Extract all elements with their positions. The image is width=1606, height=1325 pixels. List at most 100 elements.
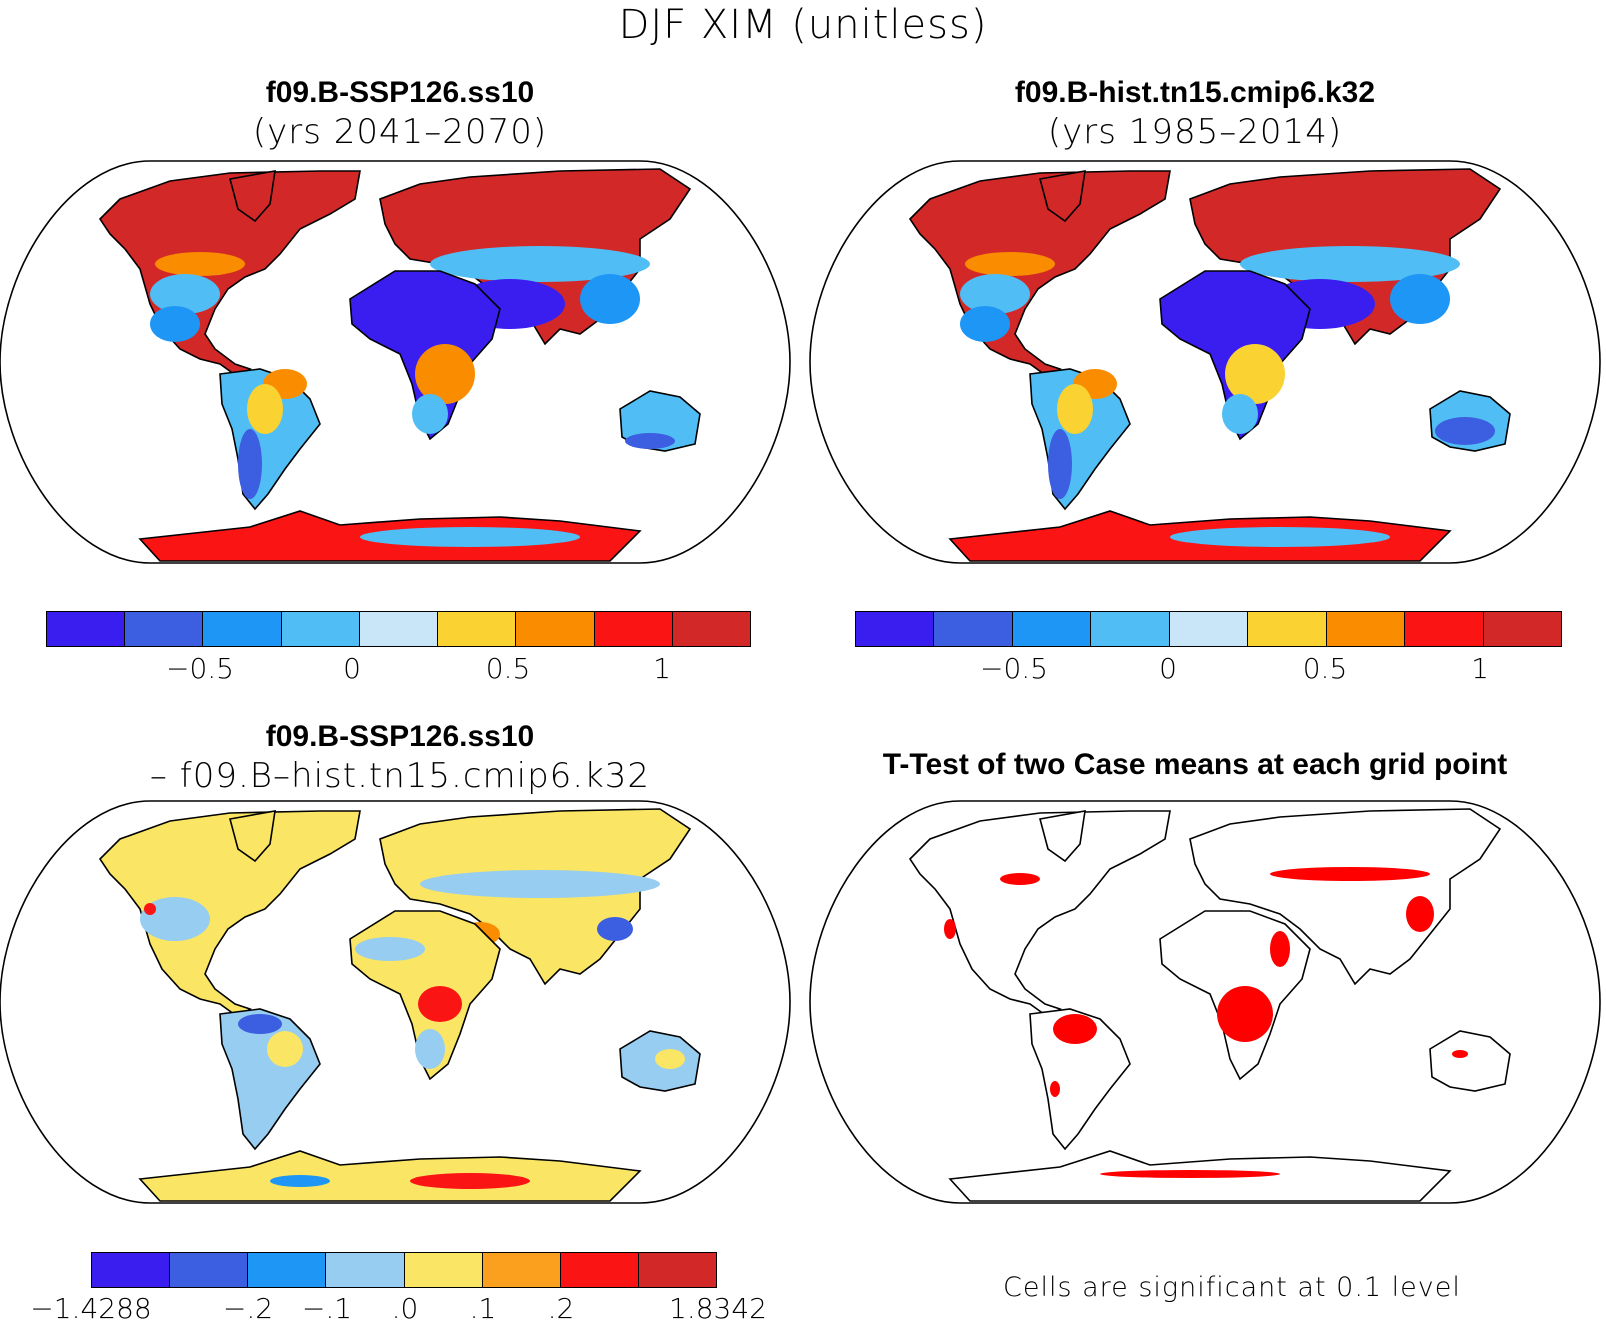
colorbar-label: .2 xyxy=(547,1292,575,1325)
northAmerica-field-patch xyxy=(144,903,156,915)
panel-4-map xyxy=(809,800,1601,1204)
colorbar-swatch xyxy=(1248,612,1327,646)
southAmerica-region xyxy=(1029,1008,1131,1151)
colorbar-swatch xyxy=(560,1253,639,1287)
africa-field-patch xyxy=(415,1029,445,1069)
eurasia-field-patch xyxy=(1240,246,1460,282)
colorbar-swatch xyxy=(359,612,439,646)
southAmerica-field-patch xyxy=(1050,1081,1060,1097)
panel-2-subtitle: (yrs 1985–2014) xyxy=(1047,112,1343,152)
colorbar-swatch xyxy=(281,612,360,646)
eurasia-field-patch xyxy=(580,274,640,324)
colorbar-swatch xyxy=(594,612,673,646)
map-frame xyxy=(809,800,1601,1204)
colorbar-swatch xyxy=(438,612,517,646)
southAmerica-field-patch xyxy=(238,429,262,499)
africa-field-patch xyxy=(1222,394,1258,434)
colorbar-swatch xyxy=(482,1253,561,1287)
antarctica-region xyxy=(138,1150,642,1202)
southAmerica-field-patch xyxy=(247,384,283,434)
eurasia-field-patch xyxy=(597,917,633,941)
africa-field-patch xyxy=(1225,344,1285,404)
greenland-region xyxy=(1039,170,1086,223)
australia-field-patch xyxy=(625,433,675,449)
colorbar-label: .1 xyxy=(469,1292,497,1325)
colorbar-label: 0.5 xyxy=(1302,652,1348,685)
colorbar-label: 0.5 xyxy=(485,652,531,685)
northAmerica-field-patch xyxy=(944,919,956,939)
colorbar-label: −1.4288 xyxy=(30,1292,152,1325)
antarctica-field-patch xyxy=(1100,1170,1280,1178)
greenland-region xyxy=(1039,810,1086,863)
panel-3-title: f09.B-SSP126.ss10 xyxy=(265,720,535,753)
panel-4-title: T-Test of two Case means at each grid po… xyxy=(882,748,1508,781)
africa-field-patch xyxy=(355,937,425,961)
panel-2-map xyxy=(809,160,1601,564)
colorbar-swatch xyxy=(1091,612,1170,646)
eurasia-field-patch xyxy=(1390,274,1450,324)
southAmerica-field-patch xyxy=(1048,429,1072,499)
panel-2-colorbar xyxy=(855,611,1562,647)
colorbar-swatch xyxy=(1405,612,1484,646)
eurasia-field-patch xyxy=(1270,867,1430,881)
northAmerica-field-patch xyxy=(960,306,1010,342)
northAmerica-field-patch xyxy=(1000,873,1040,885)
colorbar-label: 1 xyxy=(653,652,671,685)
colorbar-swatch xyxy=(1483,612,1561,646)
panel-2-title: f09.B-hist.tn15.cmip6.k32 xyxy=(1014,76,1376,109)
panel-1-subtitle: (yrs 2041–2070) xyxy=(252,112,548,152)
colorbar-swatch xyxy=(856,612,935,646)
antarctica-field-patch xyxy=(1170,527,1390,547)
northAmerica-region xyxy=(98,810,361,1018)
colorbar-label: .0 xyxy=(391,1292,419,1325)
colorbar-swatch xyxy=(203,612,282,646)
colorbar-label: −.1 xyxy=(301,1292,353,1325)
colorbar-swatch xyxy=(516,612,595,646)
colorbar-swatch xyxy=(1012,612,1092,646)
southAmerica-field-patch xyxy=(267,1031,303,1067)
colorbar-swatch xyxy=(47,612,126,646)
colorbar-label: 1 xyxy=(1471,652,1489,685)
southAmerica-field-patch xyxy=(1057,384,1093,434)
colorbar-swatch xyxy=(404,1253,483,1287)
antarctica-field-patch xyxy=(270,1175,330,1187)
antarctica-field-patch xyxy=(410,1173,530,1189)
panel-3-map xyxy=(0,800,791,1204)
northAmerica-field-patch xyxy=(150,306,200,342)
colorbar-label: 1.8342 xyxy=(669,1292,767,1325)
africa-field-patch xyxy=(415,344,475,404)
antarctica-field-patch xyxy=(360,527,580,547)
eurasia-field-patch xyxy=(1406,896,1434,932)
colorbar-swatch xyxy=(170,1253,249,1287)
northAmerica-field-patch xyxy=(155,252,245,276)
northAmerica-field-patch xyxy=(960,274,1030,314)
colorbar-label: −.2 xyxy=(222,1292,274,1325)
africa-field-patch xyxy=(1270,931,1290,967)
eurasia-field-patch xyxy=(430,246,650,282)
colorbar-swatch xyxy=(672,612,750,646)
colorbar-label: −0.5 xyxy=(166,652,234,685)
map-frame xyxy=(809,160,1601,564)
colorbar-label: 0 xyxy=(1159,652,1177,685)
australia-region xyxy=(1429,1030,1511,1092)
figure-title: DJF XIM (unitless) xyxy=(618,2,988,48)
panel-1-map xyxy=(0,160,791,564)
northAmerica-region xyxy=(908,810,1171,1018)
australia-field-patch xyxy=(1452,1050,1468,1058)
significance-note: Cells are significant at 0.1 level xyxy=(1003,1272,1461,1303)
colorbar-swatch xyxy=(1169,612,1249,646)
colorbar-swatch xyxy=(248,1253,327,1287)
australia-field-patch xyxy=(1435,417,1495,445)
panel-1-title: f09.B-SSP126.ss10 xyxy=(265,76,535,109)
africa-field-patch xyxy=(412,394,448,434)
eurasia-field-patch xyxy=(420,870,660,898)
panel-1-colorbar xyxy=(46,611,751,647)
colorbar-swatch xyxy=(326,1253,405,1287)
greenland-region xyxy=(229,810,276,863)
colorbar-swatch xyxy=(1326,612,1406,646)
africa-field-patch xyxy=(418,986,462,1022)
colorbar-swatch xyxy=(92,1253,171,1287)
map-frame xyxy=(0,160,791,564)
eurasia-region xyxy=(1189,808,1502,986)
map-frame xyxy=(0,800,791,1204)
